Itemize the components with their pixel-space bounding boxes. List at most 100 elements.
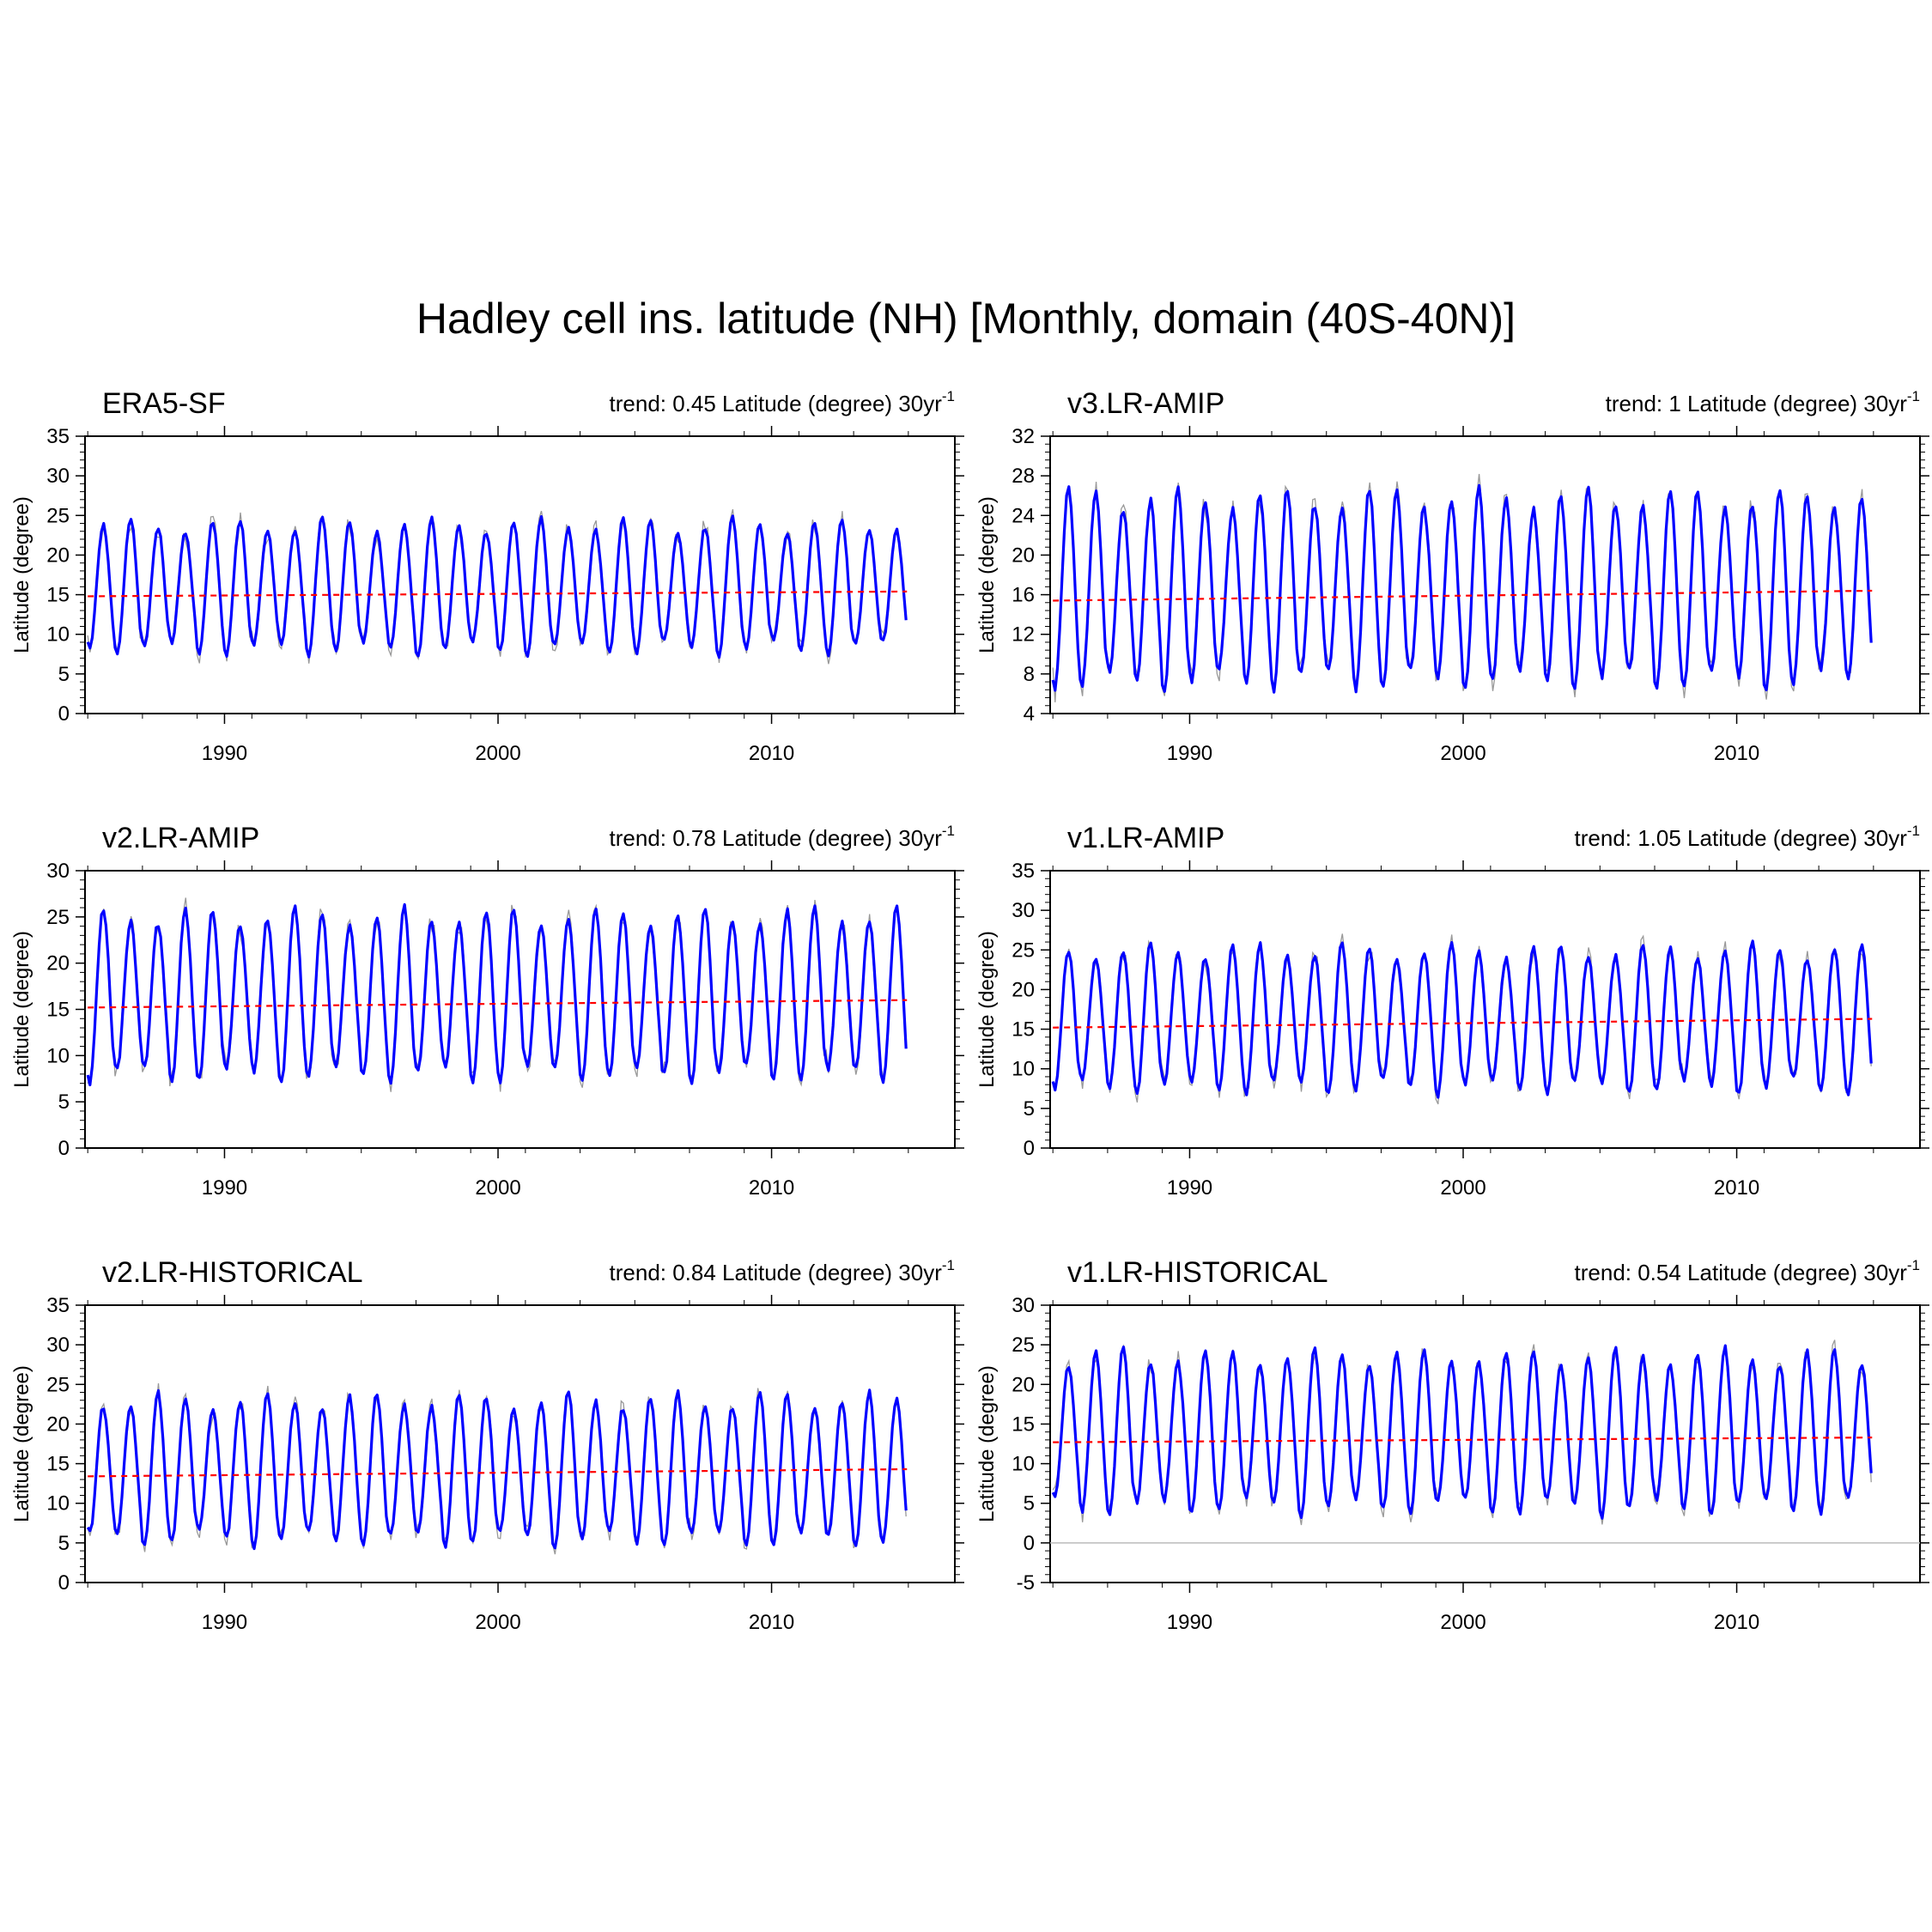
y-tick-label: 5: [1024, 1492, 1035, 1516]
trend-label: trend: 1.05 Latitude (degree) 30yr-1: [1575, 823, 1920, 851]
x-tick-label: 1990: [1167, 742, 1212, 765]
plot-frame: [1049, 1304, 1921, 1583]
y-tick-label: 32: [1012, 425, 1035, 448]
trend-label: trend: 0.45 Latitude (degree) 30yr-1: [610, 388, 955, 416]
y-tick-label: 25: [46, 1373, 70, 1396]
x-tick-label: 2000: [1440, 742, 1485, 765]
series-smoothed-line: [1051, 483, 1873, 694]
y-tick-label: 35: [46, 425, 70, 448]
x-tick-label: 1990: [202, 1176, 247, 1200]
y-tick-label: 25: [1012, 1334, 1035, 1357]
trend-line: [88, 590, 908, 598]
y-tick-label: 28: [1012, 465, 1035, 488]
trend-exponent: -1: [942, 823, 955, 839]
panel-title: v2.LR-AMIP: [102, 822, 259, 854]
panel-title: v1.LR-AMIP: [1067, 822, 1224, 854]
y-tick-label: 4: [1024, 702, 1035, 726]
y-tick-label: 30: [46, 465, 70, 488]
plot-frame: [1049, 435, 1921, 714]
x-tick-label: 2010: [749, 1176, 794, 1200]
series-smoothed-line: [1051, 939, 1873, 1099]
trend-label: trend: 0.78 Latitude (degree) 30yr-1: [610, 823, 955, 851]
series-smoothed-line: [86, 1388, 908, 1551]
x-tick-label: 2000: [1440, 1611, 1485, 1634]
y-tick-label: 30: [1012, 899, 1035, 922]
y-tick-label: 16: [1012, 584, 1035, 607]
x-tick-label: 2010: [1714, 742, 1759, 765]
x-tick-label: 1990: [1167, 1611, 1212, 1634]
plot-frame: [84, 1304, 956, 1583]
y-tick-label: 30: [1012, 1294, 1035, 1317]
panel-title: ERA5-SF: [102, 387, 226, 420]
y-tick-label: 25: [1012, 939, 1035, 962]
y-tick-label: 0: [58, 1137, 70, 1160]
trend-label: trend: 0.84 Latitude (degree) 30yr-1: [610, 1257, 955, 1285]
trend-line: [1053, 1437, 1873, 1443]
x-tick-label: 1990: [202, 1611, 247, 1634]
chart-panel-1: ERA5-SF trend: 0.45 Latitude (degree) 30y…: [10, 387, 964, 765]
y-tick-label: 30: [46, 860, 70, 883]
series-smoothed-line: [1051, 1344, 1873, 1520]
y-tick-label: 25: [46, 906, 70, 929]
panel-title: v3.LR-AMIP: [1067, 387, 1224, 420]
y-tick-label: 5: [1024, 1097, 1035, 1121]
y-tick-label: 35: [1012, 860, 1035, 883]
trend-exponent: -1: [1907, 1257, 1920, 1273]
plot-frame: [84, 435, 956, 714]
y-tick-label: 35: [46, 1294, 70, 1317]
y-tick-label: 15: [1012, 1018, 1035, 1042]
chart-panel-3: v2.LR-AMIP trend: 0.78 Latitude (degree) …: [10, 822, 964, 1200]
series-smoothed-line: [86, 514, 908, 659]
trend-label: trend: 0.54 Latitude (degree) 30yr-1: [1575, 1257, 1920, 1285]
y-tick-label: 5: [58, 663, 70, 686]
y-axis-label: Latitude (degree): [975, 931, 999, 1088]
chart-panel-2: v3.LR-AMIP trend: 1 Latitude (degree) 30y…: [975, 387, 1929, 765]
series-smoothed-line: [86, 902, 908, 1087]
chart-panel-4: v1.LR-AMIP trend: 1.05 Latitude (degree) …: [975, 822, 1929, 1200]
x-tick-label: 1990: [1167, 1176, 1212, 1200]
y-tick-label: 15: [46, 1453, 70, 1476]
y-tick-label: 15: [1012, 1413, 1035, 1436]
y-tick-label: 8: [1024, 663, 1035, 686]
y-tick-label: 20: [1012, 978, 1035, 1001]
y-tick-label: 12: [1012, 623, 1035, 647]
y-tick-label: 0: [58, 702, 70, 726]
trend-line: [1053, 1018, 1873, 1029]
y-tick-label: 0: [1024, 1532, 1035, 1555]
panel-title: v2.LR-HISTORICAL: [102, 1256, 363, 1289]
y-tick-label: 20: [1012, 544, 1035, 567]
chart-panel-5: v2.LR-HISTORICAL trend: 0.84 Latitude (de…: [10, 1256, 964, 1634]
y-tick-label: 10: [46, 1044, 70, 1067]
x-tick-label: 2000: [475, 1611, 520, 1634]
x-tick-label: 2000: [475, 742, 520, 765]
trend-exponent: -1: [1907, 388, 1920, 404]
trend-line: [88, 1467, 908, 1478]
figure-title: Hadley cell ins. latitude (NH) [Monthly,…: [416, 295, 1516, 343]
trend-line: [1053, 589, 1873, 602]
trend-label: trend: 1 Latitude (degree) 30yr-1: [1606, 388, 1920, 416]
x-tick-label: 2010: [749, 1611, 794, 1634]
x-tick-label: 2000: [475, 1176, 520, 1200]
y-tick-label: 15: [46, 584, 70, 607]
y-axis-label: Latitude (degree): [975, 1365, 999, 1522]
y-tick-label: 25: [46, 504, 70, 527]
x-tick-label: 1990: [202, 742, 247, 765]
y-tick-label: 10: [46, 623, 70, 647]
y-tick-label: 15: [46, 999, 70, 1022]
trend-line: [88, 999, 908, 1009]
y-tick-label: 0: [1024, 1137, 1035, 1160]
y-tick-label: -5: [1017, 1571, 1035, 1595]
trend-exponent: -1: [942, 388, 955, 404]
y-tick-label: 20: [1012, 1373, 1035, 1396]
trend-exponent: -1: [942, 1257, 955, 1273]
y-axis-label: Latitude (degree): [975, 496, 999, 653]
y-tick-label: 0: [58, 1571, 70, 1595]
y-tick-label: 5: [58, 1532, 70, 1555]
panels: ERA5-SF trend: 0.45 Latitude (degree) 30y…: [10, 387, 1929, 1634]
plot-frame: [1049, 870, 1921, 1149]
x-tick-label: 2000: [1440, 1176, 1485, 1200]
y-tick-label: 20: [46, 544, 70, 567]
y-tick-label: 24: [1012, 504, 1035, 527]
x-tick-label: 2010: [749, 742, 794, 765]
